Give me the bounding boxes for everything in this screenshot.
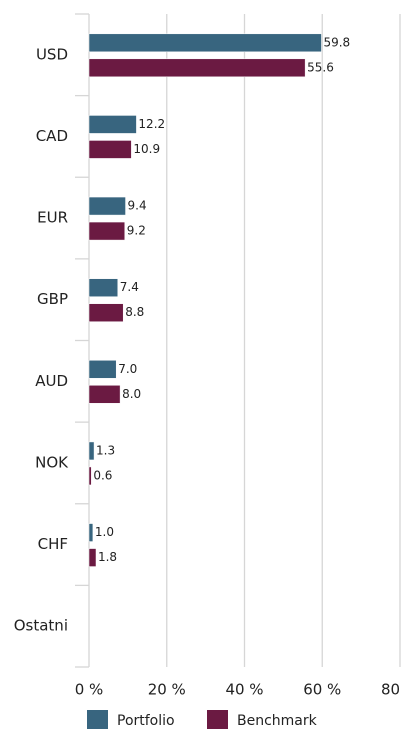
bar: [88, 196, 126, 216]
bar: [88, 441, 95, 461]
value-label: 55.6: [307, 60, 334, 74]
bar: [88, 33, 322, 53]
legend-label: Benchmark: [237, 713, 318, 729]
value-label: 7.4: [120, 280, 139, 294]
value-label: 1.3: [96, 443, 115, 457]
category-label: EUR: [37, 209, 68, 227]
value-label: 59.8: [323, 35, 350, 49]
value-label: 7.0: [118, 362, 137, 376]
legend-swatch: [87, 710, 108, 729]
bar: [88, 58, 306, 78]
x-tick-label: 0 %: [75, 681, 104, 699]
value-label: 12.2: [138, 117, 165, 131]
bar: [88, 548, 97, 567]
bar: [88, 360, 117, 379]
value-label: 8.8: [125, 305, 144, 319]
x-tick-label: 40 %: [225, 681, 263, 699]
value-label: 10.9: [133, 142, 160, 156]
category-label: CHF: [38, 535, 68, 553]
value-label: 9.2: [127, 224, 146, 238]
value-label: 0.6: [93, 468, 112, 482]
category-label: AUD: [35, 372, 68, 390]
x-tick-label: 80 %: [381, 681, 403, 699]
bar: [88, 385, 121, 404]
value-label: 1.0: [95, 525, 114, 539]
x-tick-label: 20 %: [148, 681, 186, 699]
bar: [88, 523, 94, 542]
category-label: NOK: [35, 453, 69, 471]
category-label: CAD: [36, 127, 68, 145]
x-tick-label: 60 %: [303, 681, 341, 699]
bar: [88, 278, 119, 297]
category-label: USD: [36, 45, 68, 63]
category-label: Ostatni: [14, 617, 68, 635]
bar: [88, 466, 92, 486]
bar: [88, 140, 132, 159]
legend-swatch: [207, 710, 228, 729]
value-label: 9.4: [128, 199, 147, 213]
category-label: GBP: [37, 290, 68, 308]
bar: [88, 115, 137, 134]
legend-label: Portfolio: [117, 713, 175, 729]
bar: [88, 221, 126, 241]
value-label: 8.0: [122, 387, 141, 401]
value-label: 1.8: [98, 550, 117, 564]
bar: [88, 303, 124, 322]
